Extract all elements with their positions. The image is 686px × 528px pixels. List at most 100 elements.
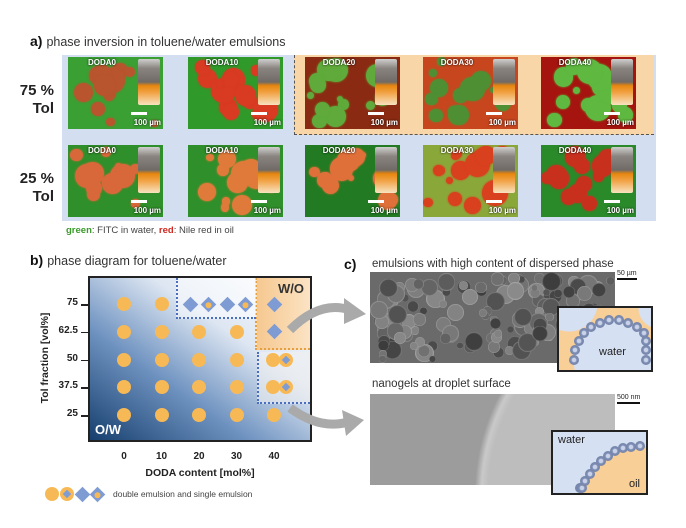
marker-circle — [154, 324, 169, 339]
droplet — [198, 183, 216, 202]
droplet — [331, 172, 340, 181]
y-tick-label: 50 — [66, 352, 78, 364]
droplet — [348, 175, 355, 182]
droplet — [220, 203, 230, 213]
pore — [379, 278, 398, 298]
inset-water-in-oil: water — [557, 306, 653, 372]
pore — [485, 332, 496, 343]
pore — [464, 332, 484, 351]
scale-bar-label: 100 µm — [253, 206, 281, 215]
micrograph: DODA0 100 µm — [68, 57, 163, 129]
marker-circle — [266, 352, 280, 367]
pore — [440, 333, 451, 344]
pore — [513, 307, 533, 327]
droplet — [541, 172, 553, 184]
sem-top-title: emulsions with high content of dispersed… — [372, 258, 614, 270]
marker-circle — [154, 380, 169, 395]
nanogel-bead — [641, 336, 651, 347]
pore — [462, 288, 479, 305]
pore — [482, 306, 492, 316]
droplet — [435, 165, 445, 175]
pore — [562, 285, 575, 298]
pore — [428, 355, 436, 363]
scale-bar — [131, 200, 147, 203]
pore — [541, 272, 561, 291]
y-tick — [81, 387, 88, 389]
nanogel-bead — [569, 355, 579, 365]
y-tick-label: 75 — [66, 297, 78, 308]
micrograph: DODA40 100 µm — [541, 145, 636, 217]
nanogel-bead — [570, 345, 581, 356]
vial-photo — [493, 59, 515, 105]
x-tick-label: 0 — [121, 451, 127, 462]
row-label: 25 % Tol — [6, 170, 54, 206]
pore — [543, 289, 551, 297]
droplet — [429, 108, 443, 122]
sample-label: DODA10 — [205, 146, 239, 155]
droplet — [195, 59, 211, 75]
sample-label: DODA30 — [440, 58, 474, 67]
marker-circle — [154, 408, 169, 422]
marker-diamond — [74, 486, 90, 502]
pore — [419, 307, 427, 315]
scale-500nm: 500 nm — [617, 394, 641, 404]
nanogel-bead — [602, 450, 613, 461]
vial-photo — [138, 147, 160, 193]
pore — [442, 287, 451, 297]
y-tick-label: 62.5 — [58, 324, 78, 336]
marker-circle — [192, 352, 206, 367]
pore — [437, 273, 456, 291]
pore — [532, 325, 548, 342]
marker-circle — [117, 408, 131, 422]
droplet — [130, 163, 142, 175]
droplet — [576, 175, 592, 192]
droplet — [206, 153, 215, 162]
droplet — [377, 190, 398, 211]
pore — [524, 323, 535, 334]
pore — [411, 326, 420, 335]
scale-bar — [368, 112, 384, 115]
arrow-head-bottom — [342, 410, 364, 436]
droplet — [100, 146, 112, 158]
marker-circle — [229, 352, 244, 367]
droplet — [216, 80, 224, 87]
inset-water-label: water — [599, 346, 626, 358]
double-emulsion-region-right — [257, 352, 310, 404]
droplet — [336, 95, 344, 102]
droplet — [365, 100, 375, 110]
droplet — [321, 177, 340, 195]
x-tick-label: 20 — [193, 451, 205, 462]
vial-photo — [611, 59, 633, 105]
droplet — [360, 151, 367, 158]
sample-label: DODA10 — [205, 58, 239, 67]
pore — [529, 287, 540, 298]
pore — [378, 350, 388, 359]
marker-circle-with-diamond — [279, 352, 293, 367]
vial-photo — [493, 147, 515, 193]
droplet — [106, 117, 115, 127]
droplet — [476, 145, 496, 166]
droplet — [130, 199, 140, 208]
inset-oil-droplet: water oil — [551, 430, 648, 495]
micrograph: DODA40 100 µm — [541, 57, 636, 129]
pore — [407, 300, 419, 312]
marker-circle — [267, 408, 281, 422]
scale-bar-label: 100 µm — [370, 206, 398, 215]
panel-b-title: b) phase diagram for toluene/water — [30, 252, 227, 268]
droplet — [451, 151, 460, 160]
scale-bar — [251, 200, 267, 203]
droplet — [93, 74, 116, 97]
pore — [591, 283, 606, 297]
pore — [415, 336, 426, 347]
y-tick-label: 37.5 — [58, 380, 78, 392]
row-label: 75 % Tol — [6, 82, 54, 118]
scale-bar-label: 100 µm — [606, 206, 634, 215]
micrograph: DODA30 100 µm — [423, 57, 518, 129]
pore — [490, 272, 505, 286]
sample-label: DODA40 — [558, 146, 592, 155]
marker-circle — [117, 380, 131, 395]
pore — [400, 293, 409, 303]
nanogel-bead — [595, 455, 606, 466]
droplet — [306, 91, 315, 100]
arrows — [286, 298, 366, 436]
